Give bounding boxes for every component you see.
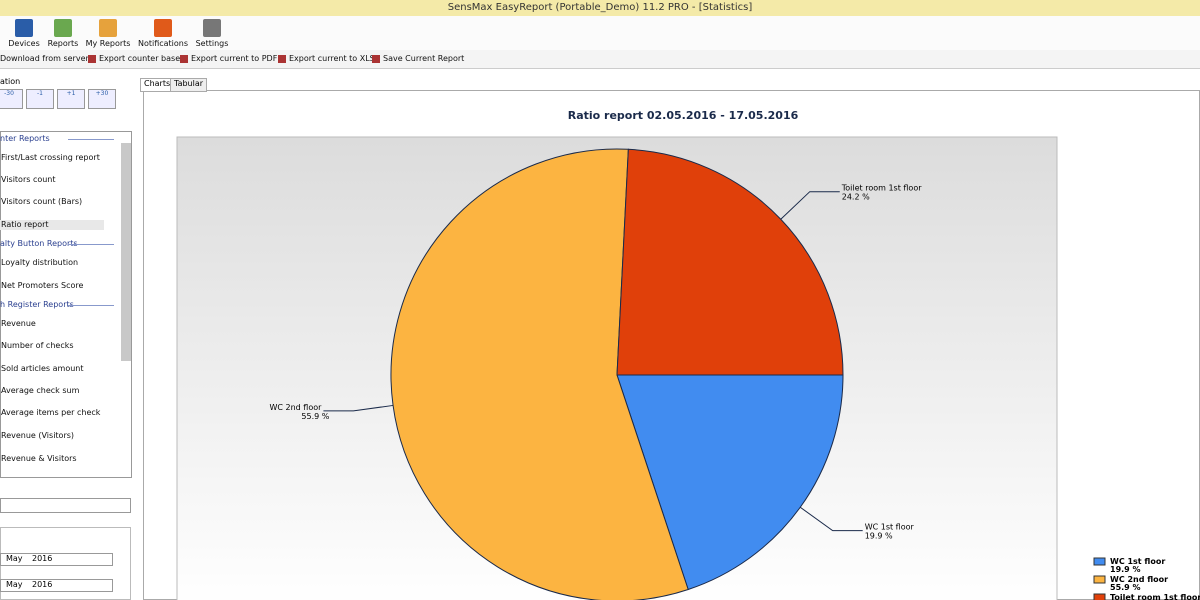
report-item[interactable]: Ratio report [1, 220, 49, 229]
tab[interactable]: Charts [140, 78, 175, 92]
action-bar [0, 50, 1200, 69]
nav-label: ation [0, 77, 21, 86]
date-part: 2016 [32, 554, 53, 563]
toolbar-icon[interactable] [203, 19, 221, 37]
action-icon[interactable] [278, 55, 286, 63]
report-item[interactable]: Revenue (Visitors) [1, 431, 75, 440]
chart-title: Ratio report 02.05.2016 - 17.05.2016 [568, 109, 799, 122]
action-icon[interactable] [372, 55, 380, 63]
dropdown[interactable] [0, 498, 131, 513]
report-item[interactable]: Average check sum [1, 386, 80, 395]
slice-value: 19.9 % [865, 532, 893, 541]
legend-label: WC 1st floor [1110, 557, 1165, 566]
report-item[interactable]: Sold articles amount [1, 364, 84, 373]
action-button[interactable]: Export current to XLS [289, 54, 375, 63]
report-item[interactable]: Net Promoters Score [1, 281, 84, 290]
action-icon[interactable] [180, 55, 188, 63]
toolbar [0, 16, 1200, 50]
toolbar-button[interactable]: Notifications [137, 39, 189, 48]
date-box[interactable] [0, 579, 113, 592]
report-item[interactable]: Number of checks [1, 341, 74, 350]
nav-button[interactable]: -30 [0, 89, 23, 109]
date-box[interactable] [0, 553, 113, 566]
scrollbar [121, 143, 131, 361]
title-bar [0, 0, 1200, 16]
pie-slice [390, 148, 689, 600]
report-item[interactable]: Revenue & Visitors [1, 454, 77, 463]
action-button[interactable]: Export current to PDF [191, 54, 278, 63]
report-item[interactable]: Visitors count (Bars) [1, 197, 83, 206]
toolbar-icon[interactable] [15, 19, 33, 37]
section-title: alty Button Reports [0, 239, 78, 248]
report-item[interactable]: Average items per check [1, 408, 101, 417]
sidebar-list [0, 131, 132, 478]
slice-value: 55.9 % [301, 412, 329, 421]
slice-label: WC 2nd floor [269, 403, 322, 412]
legend-label: Toilet room 1st floor [1110, 593, 1200, 600]
toolbar-button[interactable]: Reports [47, 39, 79, 48]
action-button[interactable]: Export counter base [99, 54, 181, 63]
toolbar-icon[interactable] [54, 19, 72, 37]
legend-value: 55.9 % [1110, 583, 1141, 592]
report-item[interactable]: Revenue [1, 319, 36, 328]
section-title: nter Reports [0, 134, 50, 143]
pie-slice [616, 374, 844, 591]
tab[interactable]: Tabular [170, 78, 208, 92]
date-part: May [6, 580, 23, 589]
section-rule [68, 305, 114, 306]
leader-line [799, 506, 863, 532]
slice-value: 24.2 % [842, 193, 870, 202]
report-item[interactable]: Loyalty distribution [1, 258, 79, 267]
nav-button[interactable]: -1 [26, 89, 54, 109]
selected-row [0, 220, 104, 230]
toolbar-icon[interactable] [154, 19, 172, 37]
leader-line [323, 404, 394, 412]
report-item[interactable]: First/Last crossing report [1, 153, 100, 162]
nav-button[interactable]: +1 [57, 89, 85, 109]
toolbar-icon[interactable] [99, 19, 117, 37]
slice-label: WC 1st floor [865, 523, 915, 532]
legend-value: 19.9 % [1110, 565, 1141, 574]
report-item[interactable]: Visitors count [1, 175, 56, 184]
section-rule [68, 139, 114, 140]
window-title: SensMax EasyReport (Portable_Demo) 11.2 … [447, 2, 753, 13]
nav-button[interactable]: +30 [88, 89, 116, 109]
date-part: 2016 [32, 580, 53, 589]
toolbar-button[interactable]: My Reports [85, 39, 131, 48]
slice-label: Toilet room 1st floor [841, 184, 922, 193]
leader-line [780, 191, 840, 220]
section-rule [68, 244, 114, 245]
toolbar-button[interactable]: Settings [195, 39, 229, 48]
legend-swatch [1093, 557, 1106, 566]
date-part: May [6, 554, 23, 563]
action-icon[interactable] [88, 55, 96, 63]
legend-swatch [1093, 575, 1106, 584]
action-button[interactable]: Save Current Report [383, 54, 465, 63]
legend-swatch [1093, 593, 1106, 600]
legend-label: WC 2nd floor [1110, 575, 1168, 584]
section-title: h Register Reports [0, 300, 74, 309]
toolbar-button[interactable]: Devices [8, 39, 40, 48]
action-button[interactable]: Download from server [0, 54, 89, 63]
